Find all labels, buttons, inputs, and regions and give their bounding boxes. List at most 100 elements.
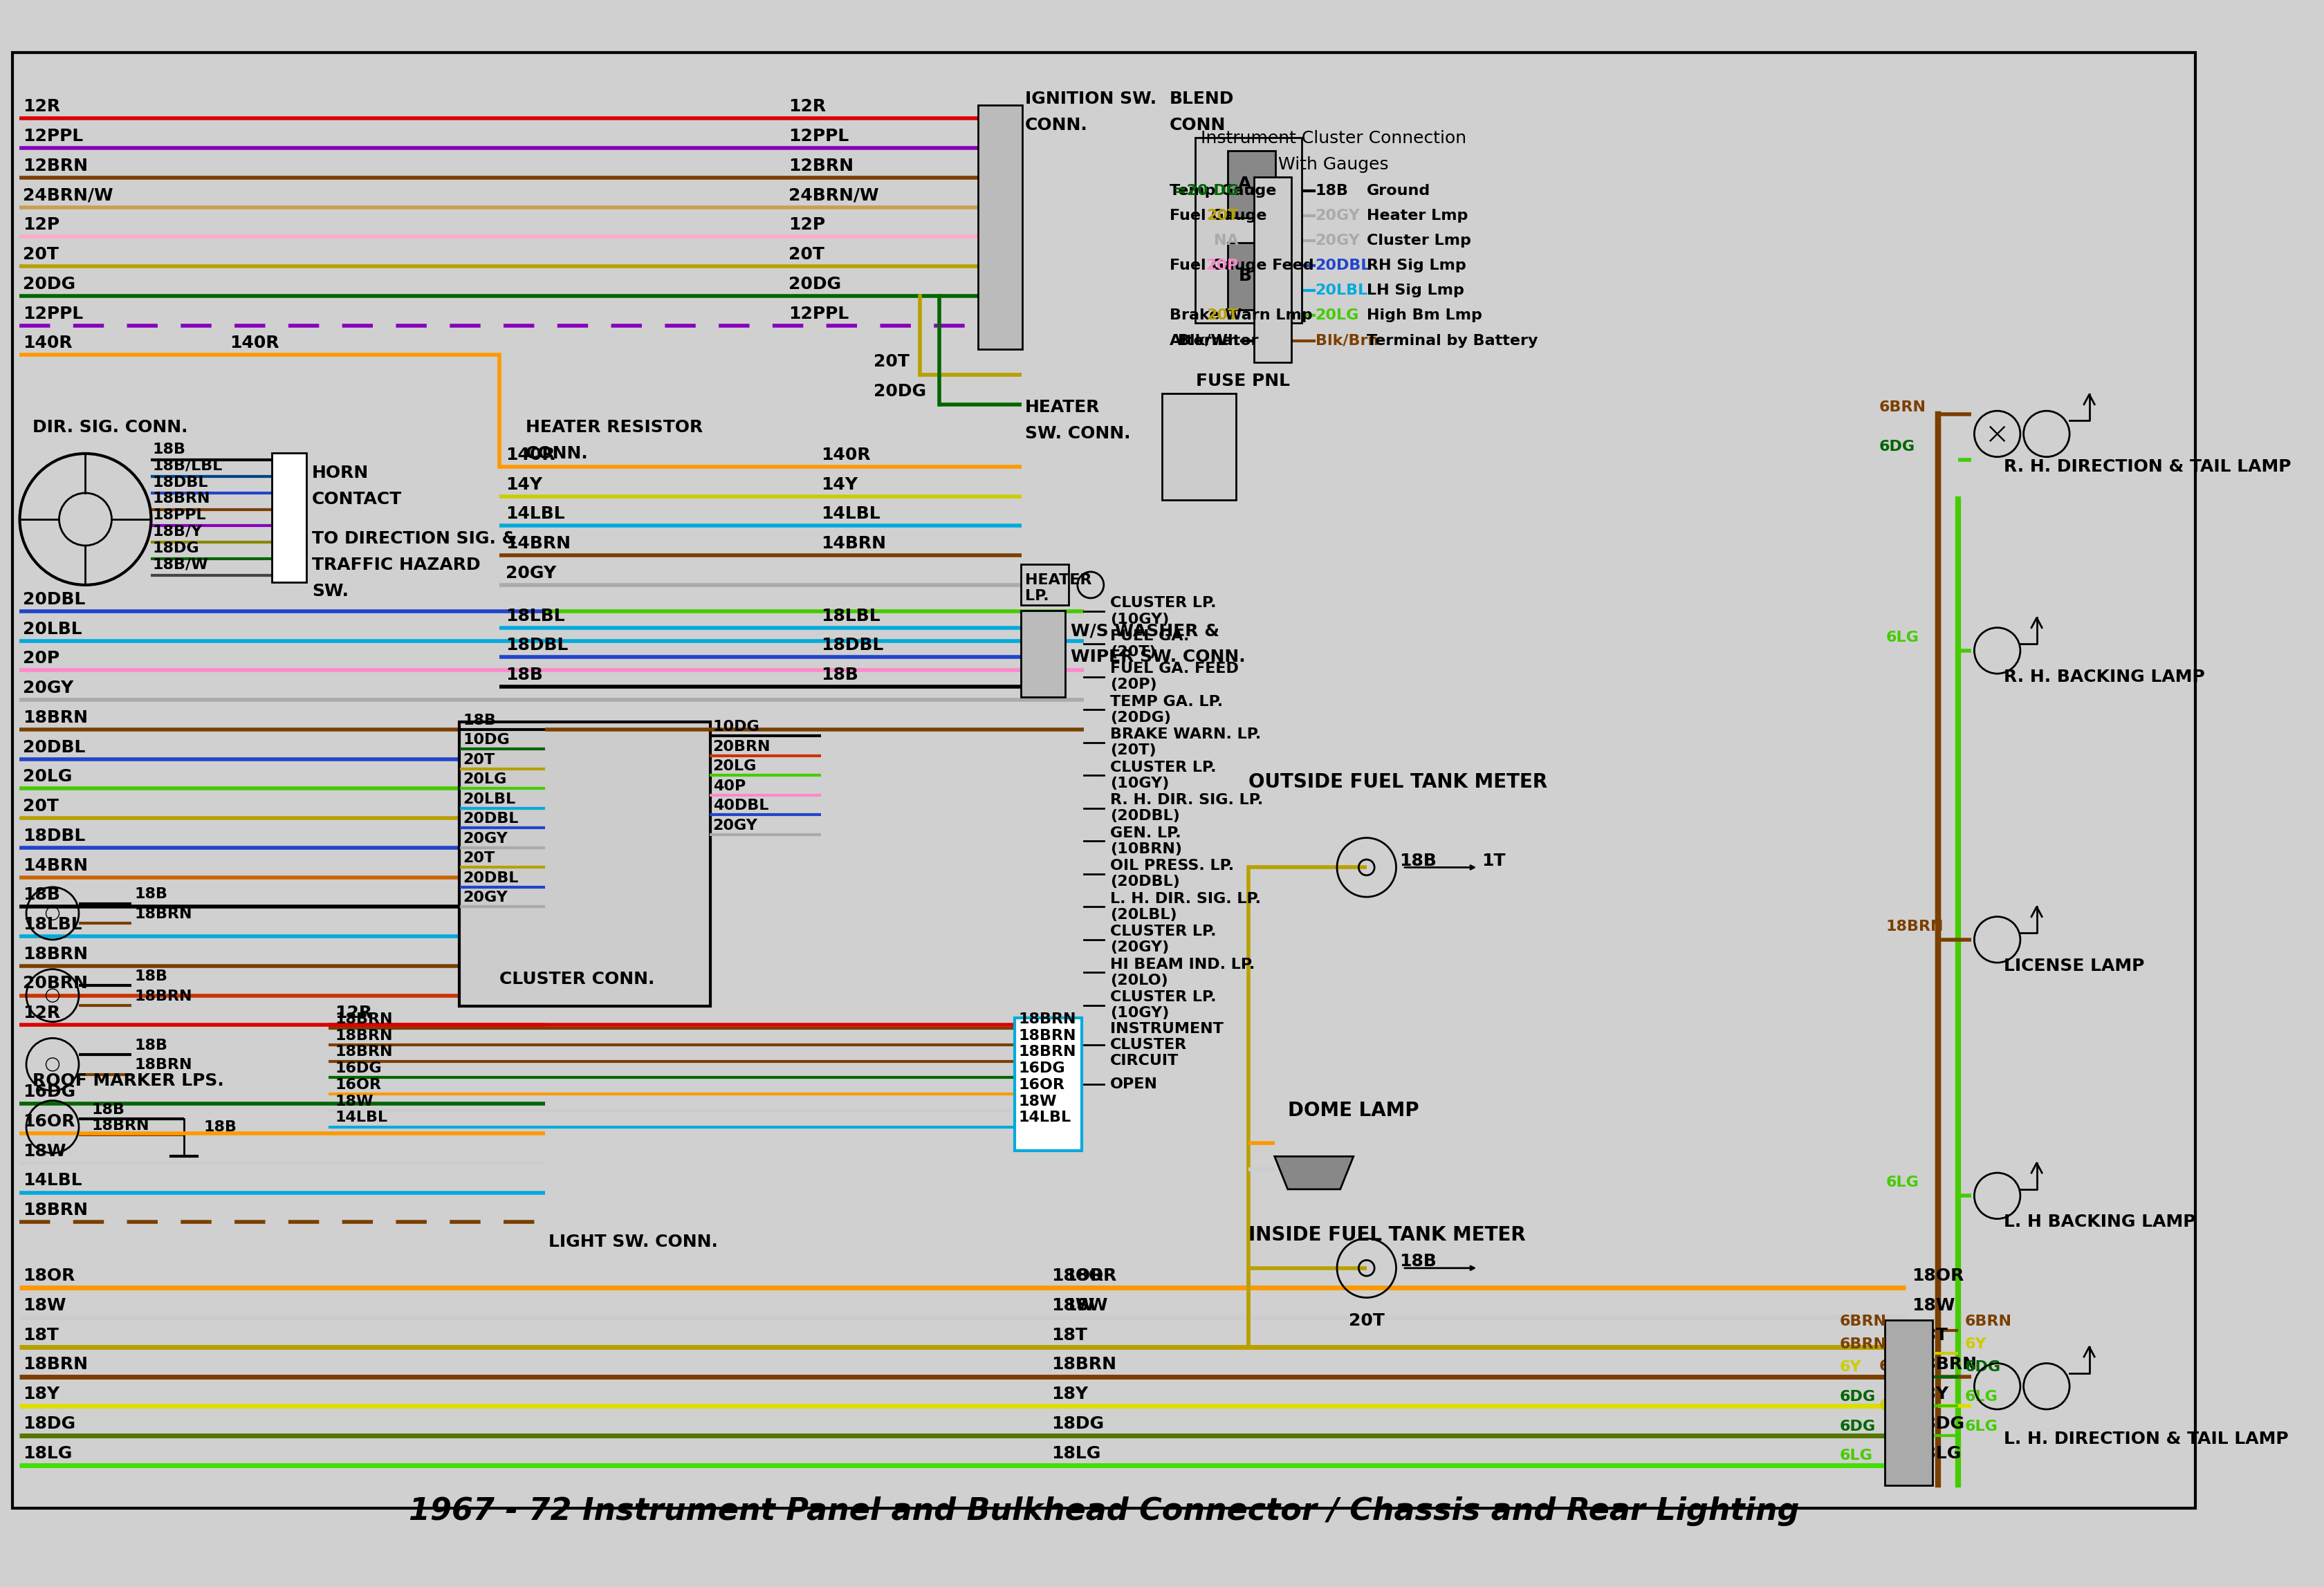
Text: 18B: 18B <box>93 1103 125 1117</box>
Text: L. H. DIRECTION & TAIL LAMP: L. H. DIRECTION & TAIL LAMP <box>2003 1430 2289 1447</box>
Text: 20DG: 20DG <box>788 276 841 292</box>
Text: 6LG: 6LG <box>1885 630 1920 644</box>
Text: 20GY: 20GY <box>23 679 74 697</box>
FancyBboxPatch shape <box>1227 243 1276 309</box>
Text: OPEN: OPEN <box>1111 1078 1157 1092</box>
Text: 16DG: 16DG <box>1018 1062 1064 1076</box>
Text: 18B/LBL: 18B/LBL <box>153 459 223 473</box>
Text: 20DBL: 20DBL <box>23 590 86 608</box>
Text: 18B/Y: 18B/Y <box>153 525 202 538</box>
Text: 18LG: 18LG <box>23 1446 72 1462</box>
Text: 6Y: 6Y <box>1880 1400 1901 1412</box>
Text: 20LBL: 20LBL <box>1315 284 1369 298</box>
Text: 140R: 140R <box>507 446 555 463</box>
Text: 18BRN: 18BRN <box>135 1059 193 1073</box>
Text: 12PPL: 12PPL <box>23 129 84 144</box>
Text: 18DBL: 18DBL <box>820 636 883 654</box>
Text: 6Y: 6Y <box>1964 1338 1987 1351</box>
Text: Fuel Gauge Feed: Fuel Gauge Feed <box>1169 259 1313 273</box>
Text: 6BRN: 6BRN <box>1880 400 1927 414</box>
Text: 18BRN: 18BRN <box>1885 919 1943 933</box>
Text: 12R: 12R <box>788 98 825 116</box>
Text: 18B: 18B <box>1399 852 1436 870</box>
Text: 18BRN: 18BRN <box>23 946 88 962</box>
Text: Temp Gauge: Temp Gauge <box>1169 184 1276 198</box>
Text: 6LG: 6LG <box>1964 1390 1999 1404</box>
Text: 18Y: 18Y <box>1913 1385 1948 1403</box>
Text: 24BRN/W: 24BRN/W <box>788 187 878 203</box>
Text: 20GY: 20GY <box>713 819 758 832</box>
Text: 18B: 18B <box>153 443 186 457</box>
FancyBboxPatch shape <box>1255 178 1292 362</box>
Text: INSIDE FUEL TANK METER: INSIDE FUEL TANK METER <box>1248 1225 1525 1244</box>
Text: 140R: 140R <box>230 335 279 352</box>
Text: 20GY: 20GY <box>1315 209 1360 222</box>
Text: 6BRN: 6BRN <box>1964 1314 2013 1328</box>
Text: 16DG: 16DG <box>335 1062 381 1076</box>
FancyBboxPatch shape <box>1227 151 1276 217</box>
Text: 18Y: 18Y <box>1050 1385 1088 1403</box>
Text: 18BRN: 18BRN <box>335 1013 393 1027</box>
Text: 1T: 1T <box>1480 852 1506 870</box>
Text: 6BRN: 6BRN <box>1841 1338 1887 1351</box>
Text: 18B: 18B <box>462 713 497 727</box>
Text: RH Sig Lmp: RH Sig Lmp <box>1367 259 1466 273</box>
Text: 18OR: 18OR <box>1064 1268 1116 1284</box>
Text: 18B: 18B <box>507 667 544 684</box>
FancyBboxPatch shape <box>1020 565 1069 605</box>
FancyBboxPatch shape <box>1020 611 1064 697</box>
Text: 20T: 20T <box>1348 1312 1385 1328</box>
Text: 18B: 18B <box>1315 184 1348 198</box>
Text: A: A <box>1239 176 1253 192</box>
Text: 18BRN: 18BRN <box>135 908 193 920</box>
Text: 18B: 18B <box>135 1038 167 1052</box>
Text: 18DG: 18DG <box>23 1416 77 1431</box>
Text: 12PPL: 12PPL <box>23 305 84 322</box>
Text: 20LG: 20LG <box>713 759 758 773</box>
Text: 16OR: 16OR <box>335 1078 381 1092</box>
Text: 18B/W: 18B/W <box>153 557 209 571</box>
Text: 18W: 18W <box>23 1143 65 1160</box>
Text: 18DG: 18DG <box>153 541 200 555</box>
Text: W/S WASHER &: W/S WASHER & <box>1071 622 1220 640</box>
Text: 18BRN: 18BRN <box>1018 1046 1076 1059</box>
Text: OUTSIDE FUEL TANK METER: OUTSIDE FUEL TANK METER <box>1248 773 1548 792</box>
Text: Ground: Ground <box>1367 184 1429 198</box>
Text: 20LG: 20LG <box>462 773 507 786</box>
Text: CONN.: CONN. <box>525 446 588 462</box>
Text: 20DBL: 20DBL <box>462 813 518 825</box>
Text: Fuel Gauge: Fuel Gauge <box>1169 209 1267 222</box>
Text: 6LG: 6LG <box>1885 1176 1920 1190</box>
Text: 18BRN: 18BRN <box>93 1119 149 1133</box>
Text: 12R: 12R <box>335 1005 372 1022</box>
Text: 14BRN: 14BRN <box>820 535 885 552</box>
Text: 12R: 12R <box>23 98 60 116</box>
Text: 6DG: 6DG <box>1880 440 1915 454</box>
Text: 10DG: 10DG <box>462 733 509 747</box>
Text: 14LBL: 14LBL <box>820 506 881 522</box>
Text: 18LBL: 18LBL <box>23 916 81 933</box>
Text: 18B: 18B <box>1399 1254 1436 1270</box>
Text: HEATER RESISTOR: HEATER RESISTOR <box>525 419 702 435</box>
Text: 18W: 18W <box>1064 1297 1109 1314</box>
Text: 14LBL: 14LBL <box>335 1111 388 1125</box>
Text: 18B: 18B <box>205 1120 237 1133</box>
Text: Alternator: Alternator <box>1169 333 1260 348</box>
Text: 6DG: 6DG <box>1964 1360 2001 1374</box>
Text: 18BRN: 18BRN <box>153 492 209 506</box>
Text: Blk/Brn: Blk/Brn <box>1315 333 1378 348</box>
Text: Instrument Cluster Connection: Instrument Cluster Connection <box>1202 130 1466 146</box>
FancyBboxPatch shape <box>1885 1320 1931 1485</box>
Text: HORN: HORN <box>311 465 370 481</box>
Text: High Bm Lmp: High Bm Lmp <box>1367 309 1483 322</box>
Text: CLUSTER CONN.: CLUSTER CONN. <box>500 971 655 987</box>
Text: BRAKE WARN. LP.
(20T): BRAKE WARN. LP. (20T) <box>1111 728 1262 757</box>
Text: 14Y: 14Y <box>507 476 541 492</box>
Text: 20DBL: 20DBL <box>23 740 86 755</box>
Polygon shape <box>1274 1157 1353 1189</box>
Text: CLUSTER LP.
(10GY): CLUSTER LP. (10GY) <box>1111 760 1215 790</box>
Text: L. H. DIR. SIG. LP.
(20LBL): L. H. DIR. SIG. LP. (20LBL) <box>1111 892 1262 922</box>
Text: CLUSTER LP.
(10GY): CLUSTER LP. (10GY) <box>1111 990 1215 1020</box>
Text: TO DIRECTION SIG. &: TO DIRECTION SIG. & <box>311 530 516 548</box>
Text: 140R: 140R <box>23 335 72 352</box>
